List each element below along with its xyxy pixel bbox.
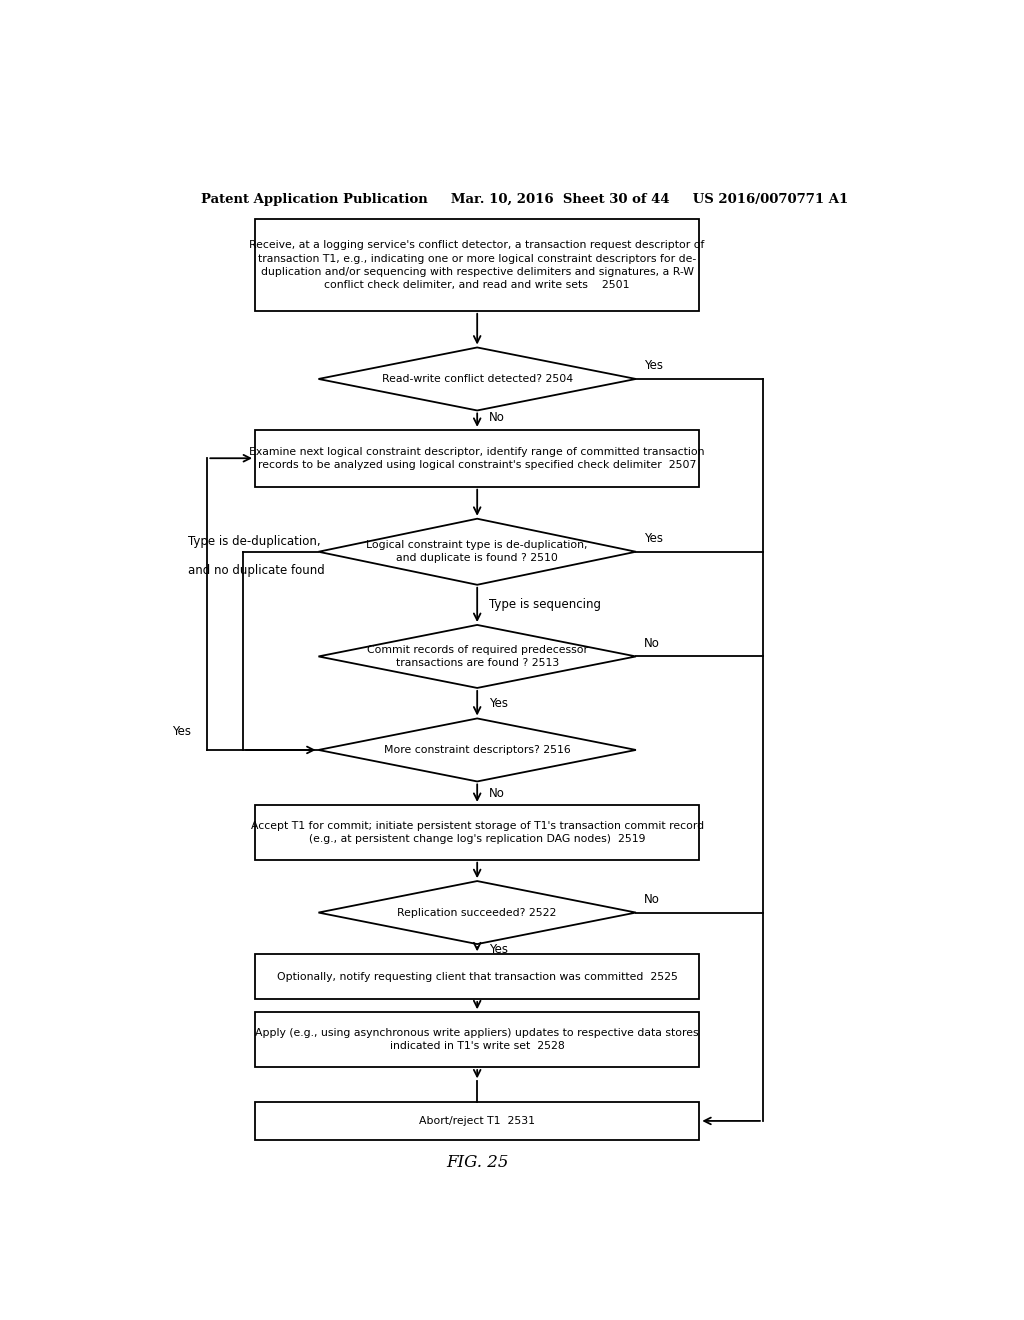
Text: Abort/reject T1  2531: Abort/reject T1 2531 <box>419 1115 536 1126</box>
Bar <box>255 1012 699 1067</box>
Text: Replication succeeded? 2522: Replication succeeded? 2522 <box>397 908 557 917</box>
Polygon shape <box>318 880 636 944</box>
Text: Yes: Yes <box>644 359 663 372</box>
Text: Type is de-duplication,: Type is de-duplication, <box>187 535 321 548</box>
Text: Yes: Yes <box>172 725 190 738</box>
Bar <box>255 219 699 312</box>
Bar <box>255 1102 699 1140</box>
Text: and no duplicate found: and no duplicate found <box>187 564 325 577</box>
Text: Optionally, notify requesting client that transaction was committed  2525: Optionally, notify requesting client tha… <box>276 972 678 982</box>
Bar <box>255 430 699 487</box>
Polygon shape <box>318 519 636 585</box>
Text: More constraint descriptors? 2516: More constraint descriptors? 2516 <box>384 744 570 755</box>
Text: Type is sequencing: Type is sequencing <box>489 598 601 611</box>
Bar <box>255 954 699 999</box>
Text: Read-write conflict detected? 2504: Read-write conflict detected? 2504 <box>382 374 572 384</box>
Text: Yes: Yes <box>644 532 663 545</box>
Text: FIG. 25: FIG. 25 <box>445 1154 509 1171</box>
Text: Commit records of required predecessor
transactions are found ? 2513: Commit records of required predecessor t… <box>367 645 588 668</box>
Text: Apply (e.g., using asynchronous write appliers) updates to respective data store: Apply (e.g., using asynchronous write ap… <box>255 1028 699 1051</box>
Bar <box>255 805 699 859</box>
Polygon shape <box>318 624 636 688</box>
Text: Yes: Yes <box>489 942 508 956</box>
Text: Patent Application Publication     Mar. 10, 2016  Sheet 30 of 44     US 2016/007: Patent Application Publication Mar. 10, … <box>201 193 849 206</box>
Text: No: No <box>644 636 659 649</box>
Text: Logical constraint type is de-duplication,
and duplicate is found ? 2510: Logical constraint type is de-duplicatio… <box>367 540 588 564</box>
Text: Yes: Yes <box>489 697 508 710</box>
Text: Accept T1 for commit; initiate persistent storage of T1's transaction commit rec: Accept T1 for commit; initiate persisten… <box>251 821 703 843</box>
Polygon shape <box>318 718 636 781</box>
Text: Receive, at a logging service's conflict detector, a transaction request descrip: Receive, at a logging service's conflict… <box>250 240 705 290</box>
Polygon shape <box>318 347 636 411</box>
Text: No: No <box>644 892 659 906</box>
Text: No: No <box>489 411 505 424</box>
Text: No: No <box>489 787 505 800</box>
Text: Examine next logical constraint descriptor, identify range of committed transact: Examine next logical constraint descript… <box>250 446 705 470</box>
